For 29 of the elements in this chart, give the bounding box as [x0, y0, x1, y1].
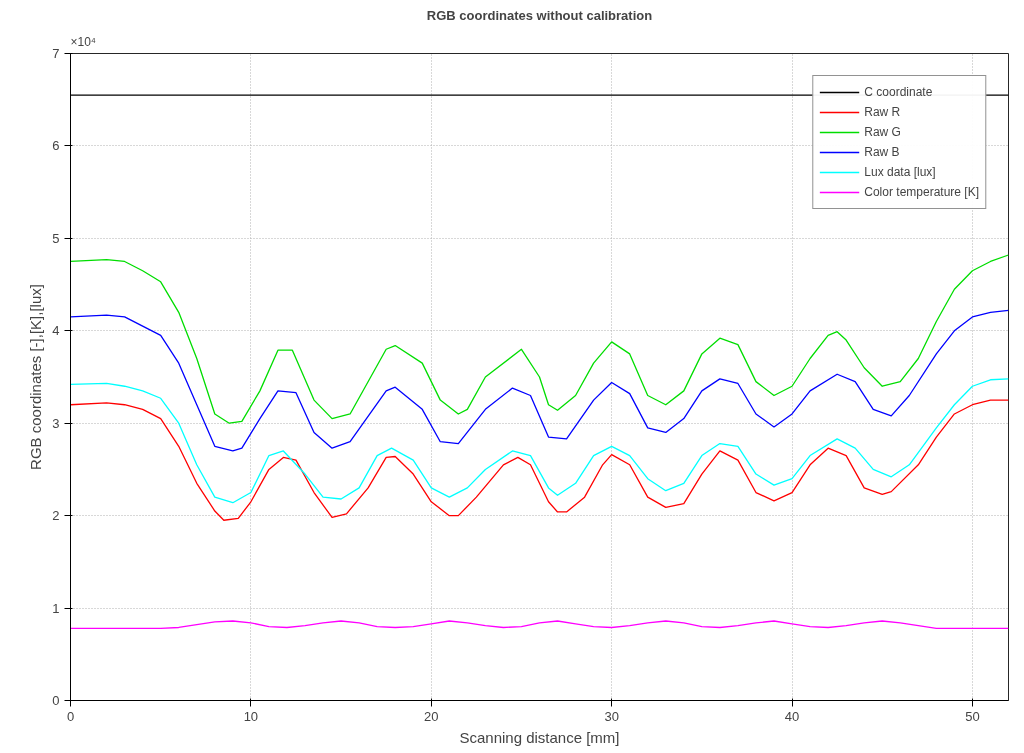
line-series: [70, 399, 1009, 521]
x-tick-label: 40: [784, 708, 800, 724]
y-tick-label: 7: [52, 46, 60, 61]
chart-title: RGB coordinates without calibration: [426, 7, 653, 23]
y-tick-label: 5: [52, 230, 60, 246]
x-axis-title: Scanning distance [mm]: [459, 728, 620, 746]
y-tick-label: 4: [52, 323, 60, 339]
text: ×10⁴: [70, 34, 97, 49]
y-axis-title: RGB coordinates [-],[K],[lux]: [27, 284, 45, 470]
legend-label: C coordinate: [864, 85, 933, 99]
x-tick-label: 50: [965, 708, 980, 724]
y-tick-label: 6: [52, 138, 60, 154]
legend-label: Raw B: [864, 145, 900, 159]
line-series: [70, 309, 1009, 452]
x-tick-label: 10: [243, 708, 259, 724]
legend-label: Raw G: [864, 125, 901, 139]
x-tick-label: 30: [604, 708, 619, 724]
y-tick-label: 2: [52, 508, 60, 524]
line-series: [70, 378, 1009, 504]
x-tick-label: 0: [66, 708, 75, 724]
x-tick-label: 20: [424, 708, 439, 724]
y-tick-label: 1: [52, 600, 60, 616]
legend-label: Lux data [lux]: [864, 165, 936, 179]
legend-label: Raw R: [864, 105, 901, 119]
y-tick-label: 0: [52, 693, 60, 708]
legend-label: Color temperature [K]: [864, 185, 979, 199]
line-series: [70, 620, 1009, 630]
line-series: [70, 254, 1009, 424]
y-tick-label: 3: [52, 415, 60, 431]
